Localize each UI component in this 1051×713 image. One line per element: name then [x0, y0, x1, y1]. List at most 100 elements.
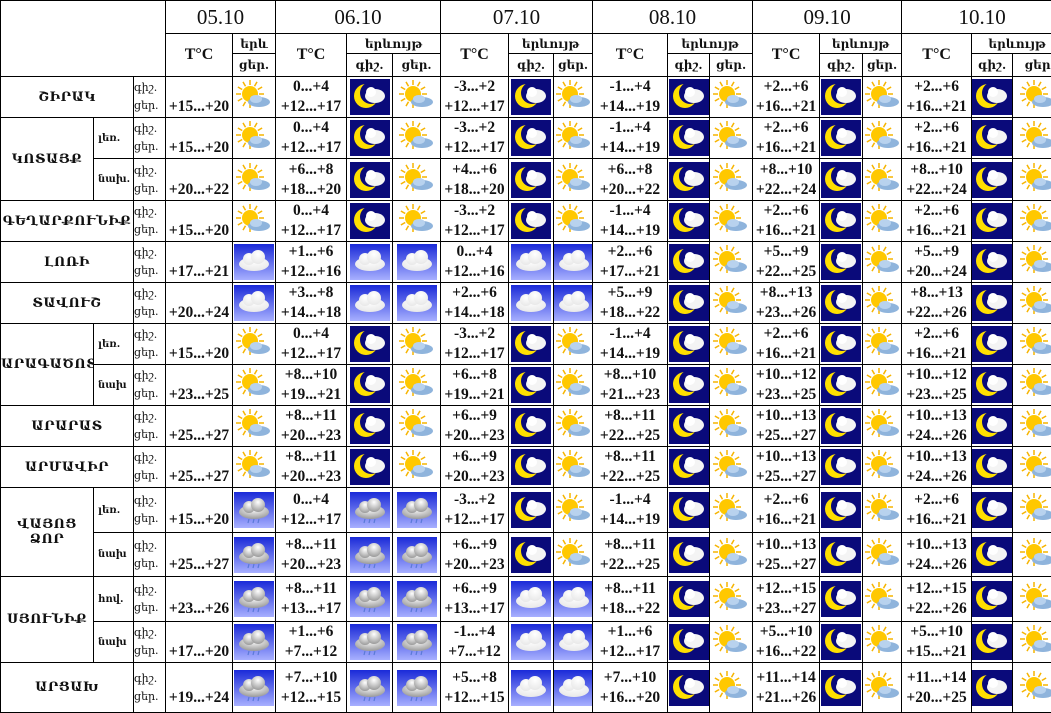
- night-temperature: +10...+13: [902, 535, 971, 555]
- temperature-header: T°C: [276, 34, 347, 77]
- day-temperature: +14...+18: [276, 303, 346, 323]
- weather-icon-cell: [972, 365, 1013, 406]
- day-temperature: +22...+25: [593, 426, 667, 446]
- day-temperature: +12...+17: [276, 510, 346, 530]
- temperature-cell: +11...+14+21...+26: [753, 663, 820, 713]
- day-temperature: +14...+19: [593, 344, 667, 364]
- weather-icon-cell: [393, 365, 441, 406]
- day-temperature: +22...+24: [753, 180, 819, 200]
- partly-cloudy-day-icon: [1013, 79, 1051, 115]
- partly-cloudy-day-icon: [710, 449, 752, 485]
- temperature-cell: +15...+20: [166, 488, 233, 533]
- weather-icon-cell: [668, 533, 710, 577]
- partly-cloudy-night-icon: [820, 120, 862, 156]
- region-name: ԱՐՄԱՎԻՐ: [1, 447, 134, 488]
- partly-cloudy-day-icon: [233, 408, 275, 444]
- day-temperature: +25...+27: [166, 555, 232, 575]
- partly-cloudy-day-icon: [233, 120, 275, 156]
- temperature-cell: 0...+4+12...+17: [276, 77, 347, 118]
- temperature-cell: +8...+11+20...+23: [276, 533, 347, 577]
- weather-icon-cell: [509, 622, 554, 663]
- partly-cloudy-night-icon: [668, 492, 709, 528]
- partly-cloudy-night-icon: [972, 326, 1012, 362]
- partly-cloudy-day-icon: [863, 537, 901, 573]
- day-temperature: +23...+27: [753, 599, 819, 619]
- night-temperature: 0...+4: [441, 242, 508, 262]
- partly-cloudy-day-icon: [1013, 203, 1051, 239]
- night-header: գիշ.: [668, 54, 710, 77]
- partly-cloudy-night-icon: [509, 326, 553, 362]
- day-temperature: +22...+25: [593, 467, 667, 487]
- weather-icon-cell: [233, 406, 276, 447]
- temperature-header: T°C: [753, 34, 820, 77]
- temperature-cell: +25...+27: [166, 406, 233, 447]
- weather-icon-cell: [972, 201, 1013, 242]
- day-label: ցեր.: [134, 599, 165, 617]
- night-temperature: +12...+15: [753, 579, 819, 599]
- day-header: ցեր.: [233, 54, 276, 77]
- weather-icon-cell: [1013, 577, 1051, 622]
- partly-cloudy-night-icon: [972, 162, 1012, 198]
- partly-cloudy-day-icon: [710, 79, 752, 115]
- weather-icon-cell: [554, 406, 593, 447]
- partly-cloudy-day-icon: [710, 120, 752, 156]
- weather-icon-cell: [233, 324, 276, 365]
- cloudy-icon: [554, 581, 592, 617]
- temperature-cell: +17...+21: [166, 242, 233, 283]
- weather-icon-cell: [710, 283, 753, 324]
- partly-cloudy-day-icon: [863, 367, 901, 403]
- night-label: գիշ.: [134, 203, 165, 221]
- temperature-cell: +8...+11+22...+25: [593, 406, 668, 447]
- day-temperature: +25...+27: [753, 426, 819, 446]
- day-temperature: +15...+20: [166, 97, 232, 117]
- partly-cloudy-day-icon: [863, 624, 901, 660]
- weather-icon-cell: [820, 533, 863, 577]
- day-temperature: +16...+21: [902, 97, 971, 117]
- partly-cloudy-day-icon: [1013, 367, 1051, 403]
- temperature-cell: +11...+14+20...+25: [902, 663, 972, 713]
- partly-cloudy-day-icon: [1013, 670, 1051, 706]
- night-temperature: +6...+8: [593, 160, 667, 180]
- partly-cloudy-day-icon: [393, 120, 440, 156]
- weather-icon-cell: [863, 622, 902, 663]
- weather-icon-cell: [393, 577, 441, 622]
- night-temperature: -3...+2: [441, 77, 508, 97]
- weather-icon-cell: [710, 118, 753, 159]
- day-label: ցեր.: [134, 688, 165, 706]
- weather-icon-cell: [233, 533, 276, 577]
- day-temperature: +16...+21: [753, 97, 819, 117]
- night-temperature: +2...+6: [902, 490, 971, 510]
- night-temperature: 0...+4: [276, 118, 346, 138]
- day-temperature: +12...+17: [441, 97, 508, 117]
- night-temperature: +10...+12: [902, 365, 971, 385]
- day-temperature: +16...+20: [593, 688, 667, 708]
- time-labels: գիշ.ցեր.: [134, 406, 166, 447]
- night-temperature: +1...+6: [276, 622, 346, 642]
- partly-cloudy-day-icon: [863, 162, 901, 198]
- night-temperature: +10...+13: [753, 406, 819, 426]
- weather-icon-cell: [509, 365, 554, 406]
- weather-icon-cell: [347, 159, 393, 201]
- temperature-cell: +10...+13+25...+27: [753, 406, 820, 447]
- partly-cloudy-day-icon: [1013, 244, 1051, 280]
- temperature-cell: +2...+6+16...+21: [753, 77, 820, 118]
- weather-icon-cell: [554, 577, 593, 622]
- day-temperature: +25...+27: [166, 467, 232, 487]
- partly-cloudy-day-icon: [863, 326, 901, 362]
- date-header: 07.10: [441, 1, 593, 34]
- day-temperature: +20...+24: [166, 303, 232, 323]
- night-temperature: +8...+13: [753, 283, 819, 303]
- partly-cloudy-day-icon: [233, 203, 275, 239]
- weather-icon-cell: [233, 159, 276, 201]
- weather-icon-cell: [393, 663, 441, 713]
- weather-icon-cell: [668, 118, 710, 159]
- weather-icon-cell: [233, 577, 276, 622]
- time-labels: գիշ.ցեր.: [134, 201, 166, 242]
- night-temperature: +2...+6: [753, 490, 819, 510]
- temperature-cell: +8...+10+19...+21: [276, 365, 347, 406]
- day-temperature: +16...+22: [753, 642, 819, 662]
- cloudy-icon: [233, 244, 275, 280]
- weather-icon-cell: [668, 77, 710, 118]
- partly-cloudy-night-icon: [509, 203, 553, 239]
